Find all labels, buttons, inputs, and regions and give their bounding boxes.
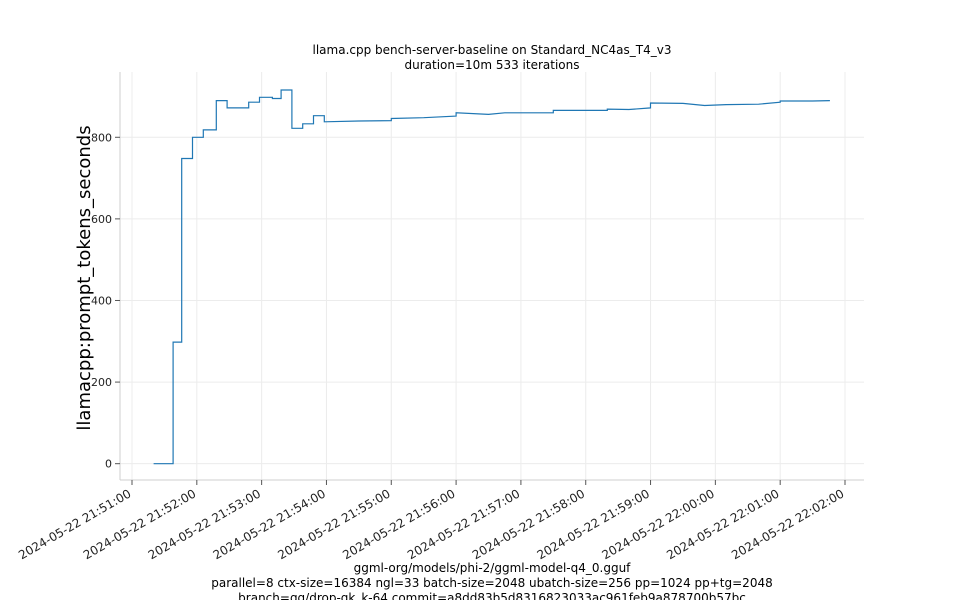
x-tick-label: 2024-05-22 21:54:00 <box>211 486 328 562</box>
series-layer <box>153 89 830 465</box>
chart-title: llama.cpp bench-server-baseline on Stand… <box>313 43 672 57</box>
y-tick-label: 400 <box>91 294 112 307</box>
x-tick-label: 2024-05-22 22:02:00 <box>729 486 846 562</box>
axes <box>119 72 864 481</box>
footer-model: ggml-org/models/phi-2/ggml-model-q4_0.gg… <box>354 561 632 575</box>
x-tick-label: 2024-05-22 21:58:00 <box>470 486 587 562</box>
y-tick-label: 0 <box>105 458 112 471</box>
y-axis-ticks: 0 200 400 600 800 <box>91 131 120 471</box>
x-tick-label: 2024-05-22 21:52:00 <box>81 486 198 562</box>
x-tick-label: 2024-05-22 22:00:00 <box>599 486 716 562</box>
footer-params: parallel=8 ctx-size=16384 ngl=33 batch-s… <box>211 576 772 590</box>
series-line-0 <box>153 89 830 465</box>
x-tick-label: 2024-05-22 21:51:00 <box>16 486 133 562</box>
x-tick-label: 2024-05-22 21:59:00 <box>535 486 652 562</box>
y-tick-label: 600 <box>91 213 112 226</box>
footer-branch: branch=gg/drop-qk_k-64 commit=a8dd83b5d8… <box>238 591 746 600</box>
y-axis-label: llamacpp:prompt_tokens_seconds <box>74 125 95 430</box>
grid <box>120 72 864 480</box>
x-tick-label: 2024-05-22 21:56:00 <box>340 486 457 562</box>
x-tick-label: 2024-05-22 21:57:00 <box>405 486 522 562</box>
x-tick-label: 2024-05-22 21:55:00 <box>275 486 392 562</box>
x-tick-label: 2024-05-22 21:53:00 <box>146 486 263 562</box>
y-tick-label: 200 <box>91 376 112 389</box>
x-tick-label: 2024-05-22 22:01:00 <box>664 486 781 562</box>
chart-subtitle: duration=10m 533 iterations <box>405 58 580 72</box>
y-tick-label: 800 <box>91 131 112 144</box>
